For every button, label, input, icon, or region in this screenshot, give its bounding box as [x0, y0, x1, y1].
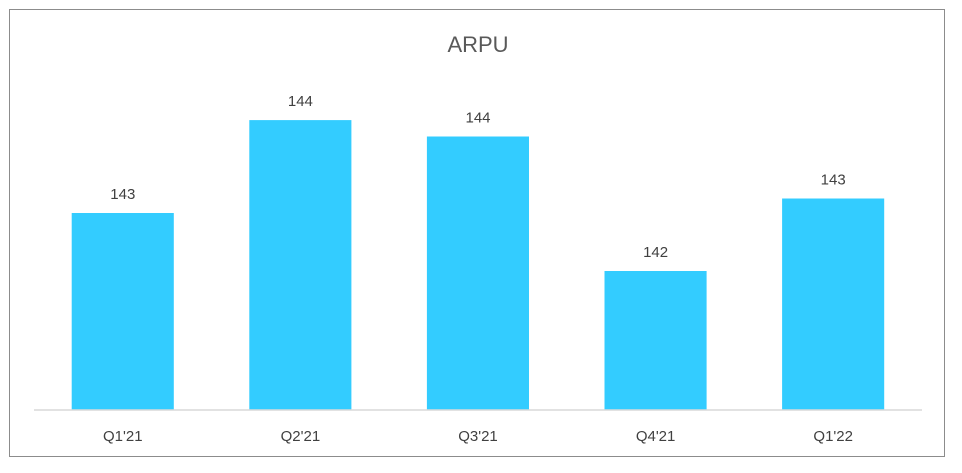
bar-Q4'21 — [604, 271, 707, 410]
bar-Q1'21 — [71, 213, 174, 410]
x-tick-labels-group: Q1'21 Q2'21 Q3'21 Q4'21 Q1'22 — [103, 428, 853, 445]
data-label-Q1'21: 143 — [110, 186, 135, 203]
data-label-Q1'22: 143 — [821, 172, 846, 189]
chart-title: ARPU — [447, 32, 508, 57]
bar-Q2'21 — [249, 120, 352, 410]
bar-Q3'21 — [426, 136, 529, 410]
bar-Q1'22 — [782, 198, 885, 410]
x-tick-label-Q2'21: Q2'21 — [281, 428, 321, 445]
x-tick-label-Q1'21: Q1'21 — [103, 428, 143, 445]
data-label-Q3'21: 144 — [465, 110, 490, 127]
x-tick-label-Q3'21: Q3'21 — [458, 428, 498, 445]
data-label-Q4'21: 142 — [643, 244, 668, 261]
data-labels-group: 143 144 144 142 143 — [110, 93, 845, 261]
x-tick-label-Q1'22: Q1'22 — [813, 428, 853, 445]
x-tick-label-Q4'21: Q4'21 — [636, 428, 676, 445]
data-label-Q2'21: 144 — [288, 93, 313, 110]
bars-group — [71, 120, 885, 410]
